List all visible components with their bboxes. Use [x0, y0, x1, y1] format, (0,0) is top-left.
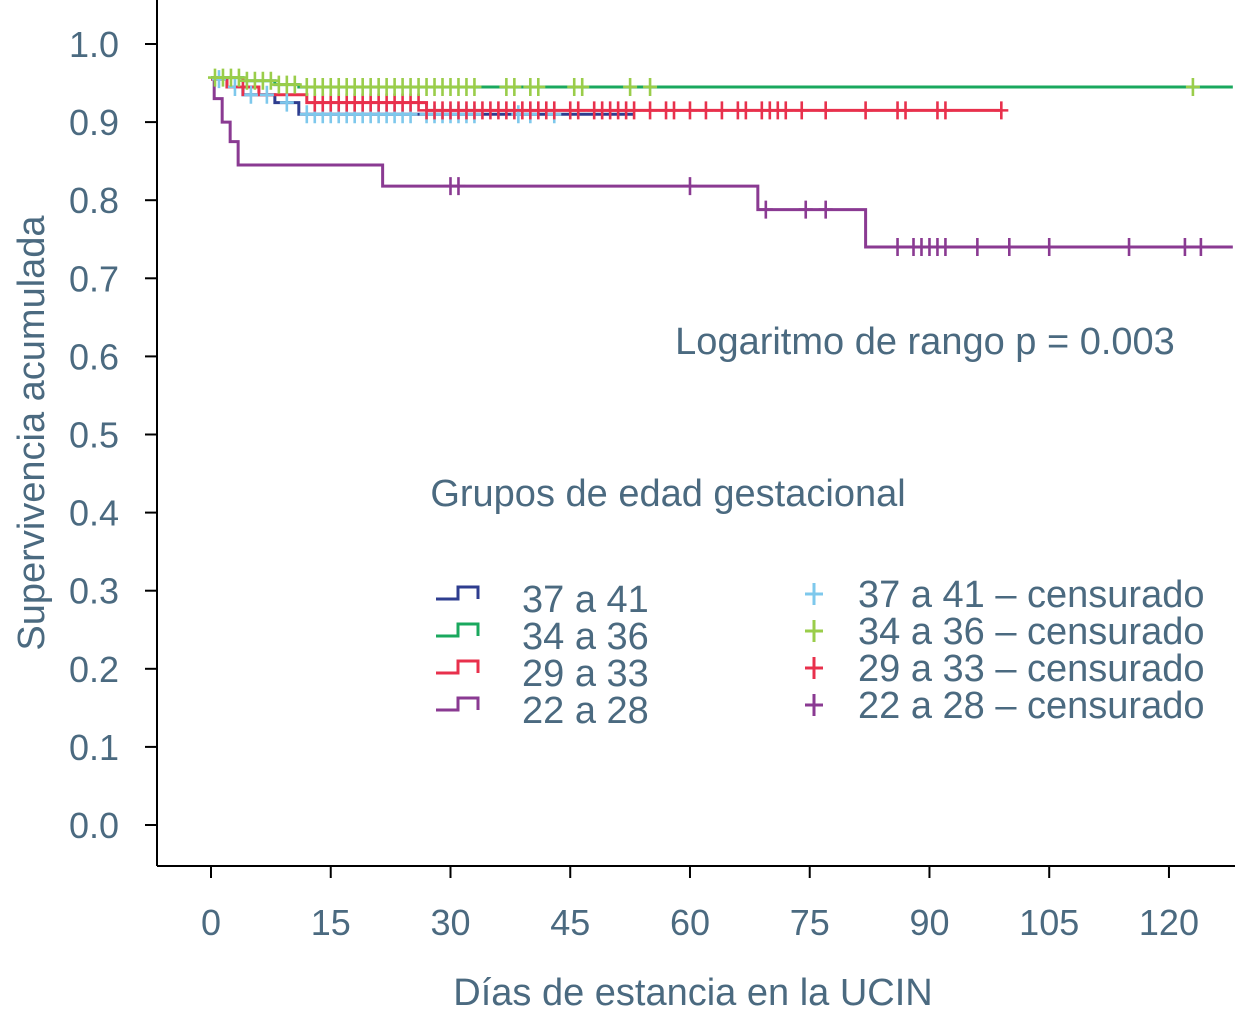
x-tick-label: 105	[1019, 902, 1079, 943]
x-tick-label: 45	[550, 902, 590, 943]
y-ticks: 0.0 0.1 0.2 0.3 0.4 0.5 0.6 0.7 0.8 0.9 1.0	[69, 24, 157, 846]
censor-mark	[1122, 238, 1137, 257]
y-tick-label: 0.0	[69, 805, 119, 846]
censor-mark	[994, 101, 1009, 120]
legend-censored-label: 34 a 36 – censurado	[858, 611, 1205, 653]
censor-mark	[451, 177, 466, 196]
x-tick-label: 0	[201, 902, 221, 943]
censor-mark	[507, 77, 522, 96]
censor-mark	[279, 93, 294, 112]
censor-mark	[531, 77, 546, 96]
y-tick-label: 0.2	[69, 649, 119, 690]
legend-censored-label: 37 a 41 – censurado	[858, 574, 1205, 616]
y-tick-label: 0.5	[69, 415, 119, 456]
censor-mark	[1193, 238, 1208, 257]
censor-mark	[259, 85, 274, 104]
legend-step-icon	[436, 659, 480, 675]
censor-mark	[970, 238, 985, 257]
x-tick-label: 30	[430, 902, 470, 943]
censor-mark	[738, 101, 753, 120]
legend: 37 a 41 37 a 41 – censurado 34 a 36 34 a 36…	[436, 574, 1205, 732]
y-tick-label: 0.6	[69, 336, 119, 377]
censor-mark	[411, 93, 426, 112]
censor-mark	[818, 200, 833, 219]
censor-mark	[1042, 238, 1057, 257]
y-tick-label: 0.7	[69, 258, 119, 299]
y-tick-label: 0.1	[69, 727, 119, 768]
censor-mark	[858, 101, 873, 120]
censor-mark	[571, 101, 586, 120]
censor-mark	[667, 101, 682, 120]
censor-mark	[818, 101, 833, 120]
legend-step-icon	[436, 696, 480, 712]
censor-mark	[643, 77, 658, 96]
legend-label: 37 a 41	[522, 579, 649, 621]
censor-mark	[798, 200, 813, 219]
censor-mark	[1002, 238, 1017, 257]
censor-mark	[547, 101, 562, 120]
legend-step-icon	[436, 585, 480, 601]
censor-mark	[1177, 238, 1192, 257]
censor-mark	[643, 101, 658, 120]
legend-title: Grupos de edad gestacional	[430, 473, 905, 515]
x-ticks: 0 15 30 45 60 75 90 105 120	[201, 866, 1199, 943]
censor-mark	[714, 101, 729, 120]
y-tick-label: 0.9	[69, 102, 119, 143]
censor-mark	[467, 77, 482, 96]
curve-34-a-36	[211, 76, 1233, 89]
censor-mark	[627, 101, 642, 120]
censor-mark	[890, 238, 905, 257]
legend-censored-label: 29 a 33 – censurado	[858, 648, 1205, 690]
legend-plus-icon	[805, 583, 823, 605]
censor-mark	[794, 101, 809, 120]
y-tick-label: 0.3	[69, 571, 119, 612]
x-tick-label: 15	[311, 902, 351, 943]
legend-label: 29 a 33	[522, 653, 649, 695]
y-tick-label: 0.8	[69, 180, 119, 221]
censor-mark	[1185, 77, 1200, 96]
x-tick-label: 90	[909, 902, 949, 943]
x-axis-title: Días de estancia en la UCIN	[453, 972, 932, 1014]
censor-mark	[938, 238, 953, 257]
censor-mark	[287, 75, 302, 94]
y-tick-label: 1.0	[69, 24, 119, 65]
legend-step-icon	[436, 622, 480, 638]
censor-mark	[263, 71, 278, 90]
x-tick-label: 120	[1139, 902, 1199, 943]
censor-mark	[938, 101, 953, 120]
censor-mark	[682, 177, 697, 196]
x-tick-label: 75	[790, 902, 830, 943]
legend-plus-icon	[805, 657, 823, 679]
censor-mark	[898, 101, 913, 120]
censor-mark	[778, 101, 793, 120]
y-tick-label: 0.4	[69, 493, 119, 534]
censor-mark	[243, 85, 258, 104]
censor-mark	[623, 77, 638, 96]
legend-plus-icon	[805, 694, 823, 716]
logrank-annotation: Logaritmo de rango p = 0.003	[675, 321, 1175, 363]
legend-label: 34 a 36	[522, 616, 649, 658]
censor-mark	[231, 68, 246, 87]
censor-mark	[698, 101, 713, 120]
censor-marks	[207, 68, 1208, 257]
legend-censored-label: 22 a 28 – censurado	[858, 685, 1205, 727]
legend-label: 22 a 28	[522, 690, 649, 732]
censor-mark	[682, 101, 697, 120]
censor-mark	[758, 200, 773, 219]
legend-plus-icon	[805, 620, 823, 642]
x-tick-label: 60	[670, 902, 710, 943]
censor-mark	[575, 77, 590, 96]
y-axis-title: Supervivencia acumulada	[11, 215, 53, 651]
